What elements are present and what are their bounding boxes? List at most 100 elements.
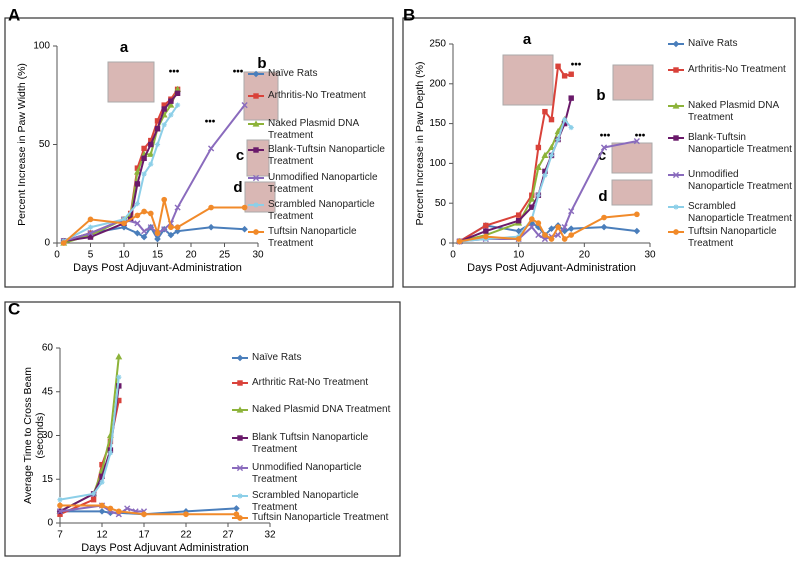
annotation: c [236,147,244,164]
point [237,435,243,441]
point [174,204,181,211]
legend-label: Naïve Rats [268,68,318,79]
point [253,147,259,153]
legend-label: Arthritis-No Treatment [268,90,366,101]
y-tick-label: 0 [47,518,53,529]
panel-label: B [403,5,415,24]
legend-entry: Scrambled Nanoparticle Treatment [668,201,793,225]
x-axis-title: Days Post Adjuvant-Administration [467,262,636,274]
point [542,108,548,115]
series-line [63,199,245,244]
point [237,493,243,499]
annotation: ••• [205,117,216,128]
legend-entry: Unmodified Nanoparticle Treatment [668,169,793,193]
legend-entry: Naked Plasmid DNA Treatment [248,118,390,142]
point [529,204,535,210]
point [183,511,189,518]
legend-entry: Tuftsin Nanoparticle Treatment [248,226,390,250]
legend-marker [248,70,264,78]
point [168,98,174,104]
point [535,144,542,151]
point [56,508,64,515]
point [207,223,215,231]
point [87,230,94,237]
point [134,220,141,227]
y-tick-label: 100 [429,158,446,169]
point [483,228,489,234]
legend-entry: Naïve Rats [232,352,400,364]
panel-frame [4,17,394,288]
point [568,208,575,215]
point [141,228,148,235]
point [673,229,679,235]
point [87,216,94,223]
legend-label: Scrambled Nanoparticle Treatment [252,490,359,513]
point [208,204,214,211]
point [237,515,243,521]
x-tick-label: 30 [644,250,656,261]
legend-label: Unmodified Nanoparticle Treatment [688,169,792,192]
y-tick-label: 150 [429,118,446,129]
point [121,216,127,222]
point [541,151,549,159]
point [483,222,489,229]
point [535,231,542,239]
point [673,67,679,73]
legend-label: Tuftsin Nanoparticle Treatment [688,226,777,249]
legend-marker [232,380,248,386]
panel-frame [4,301,401,557]
point [148,161,154,167]
legend-marker [248,120,264,127]
point [542,232,548,238]
legend-label: Blank-Tuftsin Nanoparticle Treatment [268,144,385,167]
annotation: d [233,179,242,196]
point [554,231,562,239]
point [141,511,147,518]
point [174,90,181,96]
point [634,211,640,218]
legend-marker [232,464,248,472]
legend-label: Naïve Rats [252,352,302,363]
point [515,236,522,242]
legend-entry: Blank Tuftsin Nanoparticle Treatment [232,432,400,456]
photo [244,181,276,213]
legend-marker [232,493,248,499]
annotation: b [596,87,605,104]
point [535,192,541,198]
point [120,223,128,231]
point [673,204,679,210]
legend-entry: Arthritis-No Treatment [248,90,390,102]
point [107,505,114,512]
point [237,380,243,386]
legend-marker [232,515,248,521]
y-axis-title: Percent Increase in Paw Width (%) [16,63,28,226]
y-tick-label: 45 [42,386,54,397]
point [154,235,161,243]
point [60,240,67,246]
legend-label: Blank Tuftsin Nanoparticle Treatment [252,432,369,455]
point [600,223,608,231]
point [87,224,94,230]
point [208,145,215,152]
point [482,233,489,240]
legend-entry: Blank-Tuftsin Nanoparticle Treatment [668,132,793,156]
point [141,155,147,162]
point [601,214,607,221]
point [673,135,679,141]
legend-entry: Naked Plasmid DNA Treatment [232,404,400,416]
legend-label: Scrambled Nanoparticle Treatment [688,201,792,224]
legend-marker [248,174,264,182]
point [528,195,536,202]
x-tick-label: 30 [252,250,264,261]
point [562,117,568,123]
point [154,141,161,148]
legend-marker [668,229,684,235]
legend-entry: Arthritis-No Treatment [668,64,793,76]
legend-entry: Tuftsin Nanoparticle Treatment [232,512,400,524]
legend-label: Naked Plasmid DNA Treatment [268,118,359,141]
point [236,354,244,362]
photo [107,61,155,103]
point [534,163,542,170]
point [167,101,175,108]
legend-entry: Scrambled Nanoparticle Treatment [232,490,400,514]
